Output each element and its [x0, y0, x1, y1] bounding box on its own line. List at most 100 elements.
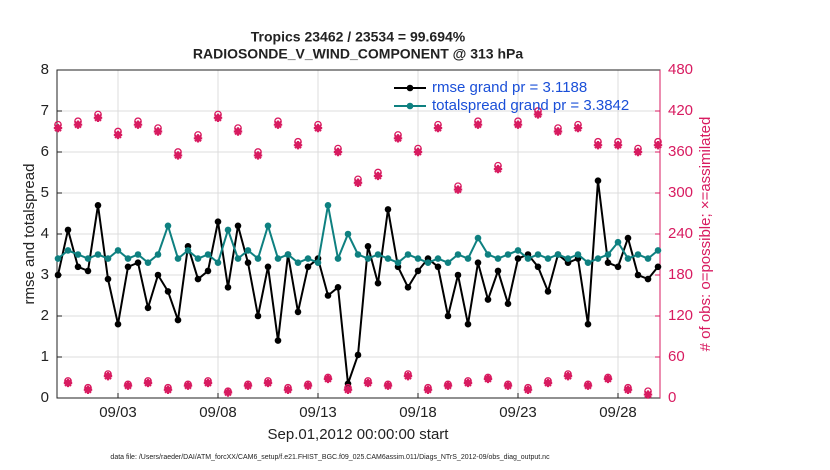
point: [194, 275, 202, 283]
point: [364, 243, 372, 250]
point: [223, 388, 233, 397]
point: [73, 120, 83, 129]
point: [304, 263, 312, 271]
chart-title: Tropics 23462 / 23534 = 99.694%: [251, 29, 466, 45]
point: [214, 218, 222, 225]
point: [414, 267, 422, 275]
y2-tick-label: 300: [668, 184, 693, 201]
footnote: data file: /Users/raeder/DAI/ATM_forcXX/…: [110, 454, 550, 461]
point: [434, 255, 442, 262]
point: [94, 251, 102, 258]
point: [104, 275, 112, 283]
y2-tick-label: 420: [668, 102, 693, 119]
point: [464, 320, 472, 328]
point: [444, 259, 452, 267]
point: [323, 374, 333, 384]
point: [594, 177, 602, 184]
point: [64, 226, 72, 234]
point: [113, 130, 123, 140]
point: [333, 147, 343, 157]
point: [474, 259, 482, 267]
point: [633, 147, 643, 157]
point: [634, 251, 642, 258]
point: [443, 381, 453, 390]
point: [284, 251, 292, 258]
point: [404, 284, 412, 291]
legend-label: totalspread grand pr = 3.3842: [432, 97, 629, 114]
point: [454, 271, 462, 279]
point: [63, 378, 73, 388]
point: [263, 378, 273, 388]
point: [494, 267, 502, 275]
point: [494, 255, 502, 262]
point: [434, 263, 442, 271]
point: [534, 263, 542, 271]
point: [224, 284, 232, 291]
x-axis-label: Sep.01,2012 00:00:00 start: [268, 426, 450, 443]
y-tick-label: 8: [41, 61, 49, 78]
point: [244, 247, 252, 254]
point: [314, 259, 322, 267]
y-tick-label: 0: [41, 389, 49, 406]
point: [403, 371, 413, 381]
legend-marker: [406, 102, 414, 110]
point: [534, 251, 542, 258]
point: [153, 127, 163, 136]
point: [204, 251, 212, 258]
point: [234, 222, 242, 230]
point: [504, 300, 512, 308]
point: [514, 255, 522, 262]
point: [334, 284, 342, 291]
point: [614, 238, 622, 246]
point: [503, 381, 513, 390]
point: [624, 234, 632, 242]
point: [414, 255, 422, 262]
y2-tick-label: 240: [668, 225, 693, 242]
point: [604, 251, 612, 258]
x-tick-label: 09/28: [599, 404, 637, 421]
point: [174, 255, 182, 262]
point: [254, 255, 262, 262]
point: [383, 381, 393, 390]
y-tick-label: 1: [41, 348, 49, 365]
point: [504, 251, 512, 258]
point: [74, 251, 82, 258]
point: [643, 390, 653, 399]
point: [623, 385, 633, 394]
point: [303, 381, 313, 390]
point: [144, 259, 152, 267]
point: [214, 259, 222, 267]
point: [653, 140, 663, 150]
point: [233, 127, 243, 136]
point: [324, 292, 332, 299]
point: [344, 230, 352, 238]
point: [93, 113, 103, 123]
point: [573, 123, 583, 133]
point: [274, 255, 282, 262]
point: [524, 255, 532, 262]
point: [603, 374, 613, 384]
point: [184, 247, 192, 254]
point: [453, 185, 463, 194]
x-tick-label: 09/08: [199, 404, 237, 421]
point: [593, 140, 603, 150]
point: [213, 113, 223, 123]
point: [84, 267, 92, 275]
point: [173, 151, 183, 160]
point: [413, 147, 423, 157]
point: [103, 371, 113, 381]
point: [513, 120, 523, 129]
point: [154, 271, 162, 279]
point: [74, 263, 82, 271]
point: [433, 123, 443, 133]
point: [444, 312, 452, 320]
legend-label: rmse grand pr = 3.1188: [432, 79, 587, 96]
point: [294, 308, 302, 316]
point: [553, 127, 563, 136]
point: [543, 378, 553, 388]
point: [384, 255, 392, 262]
y2-tick-label: 180: [668, 266, 693, 283]
point: [294, 259, 302, 267]
point: [244, 259, 252, 267]
point: [64, 247, 72, 254]
